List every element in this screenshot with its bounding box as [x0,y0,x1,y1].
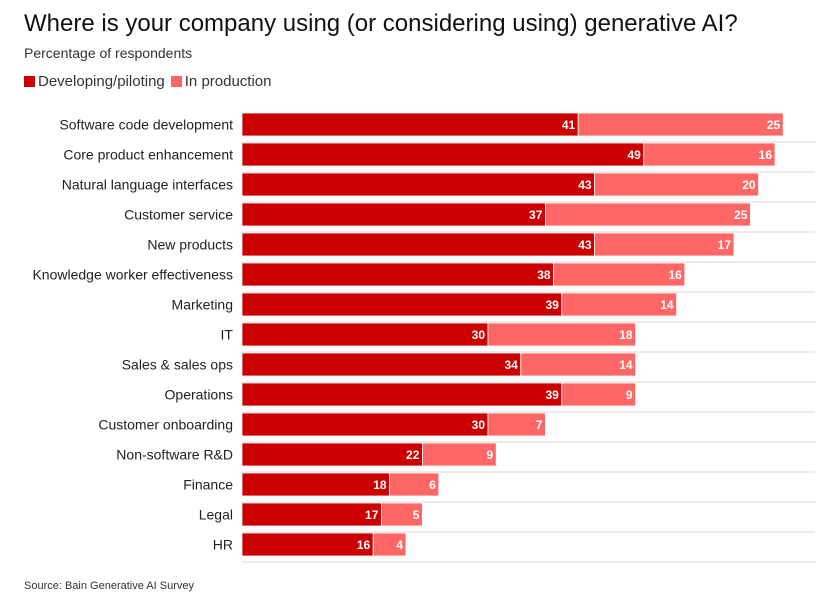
bar-developing [241,382,563,407]
bar-developing [241,232,596,257]
legend-swatch-production [170,76,182,87]
bar-developing [241,112,579,137]
legend-label-developing: Developing/piloting [38,73,165,90]
bar-production [545,202,751,227]
data-label-production: 17 [718,238,732,252]
data-label-developing: 43 [578,178,592,192]
data-label-production: 9 [626,388,633,402]
data-label-production: 16 [668,268,682,282]
category-label: Knowledge worker effectiveness [32,267,233,283]
chart-subtitle: Percentage of respondents [24,45,193,61]
bar-production [520,352,636,377]
bar-production [561,382,636,407]
bar-developing [241,532,374,557]
data-label-production: 14 [660,298,674,312]
bar-production [577,112,784,137]
bar-developing [241,322,489,347]
category-label: Operations [165,387,233,403]
bar-developing [241,142,645,167]
category-label: Legal [199,507,233,523]
data-label-developing: 34 [504,358,518,372]
chart-legend: Developing/piloting In production [24,73,278,90]
category-label: Natural language interfaces [62,177,233,193]
category-label: Customer service [124,207,233,223]
chart-title: Where is your company using (or consider… [24,10,738,37]
category-label: Marketing [172,297,233,313]
category-label: HR [213,537,233,553]
data-label-production: 25 [734,208,748,222]
bar-developing [241,412,489,437]
bar-developing [241,442,423,467]
bar-developing [241,292,563,317]
bar-developing [241,502,382,527]
data-label-developing: 17 [365,508,379,522]
bar-developing [241,262,555,287]
category-label: New products [147,237,233,253]
bar-production [594,232,735,257]
bar-production [561,292,677,317]
bar-production [487,322,637,347]
data-label-developing: 22 [406,448,420,462]
bar-production [487,412,546,437]
data-label-production: 9 [487,448,494,462]
bar-developing [241,352,522,377]
bar-production [372,532,407,557]
data-label-developing: 43 [578,238,592,252]
data-label-production: 18 [619,328,633,342]
data-label-developing: 30 [472,328,486,342]
category-label: Non-software R&D [116,447,233,463]
data-label-developing: 39 [545,388,559,402]
legend-swatch-developing [24,76,35,87]
data-label-developing: 30 [472,418,486,432]
bar-developing [241,202,546,227]
data-label-production: 16 [759,148,773,162]
data-label-developing: 16 [357,538,371,552]
data-label-developing: 38 [537,268,551,282]
data-label-developing: 39 [545,298,559,312]
data-label-production: 25 [767,118,781,132]
category-label: Software code development [59,117,233,133]
category-label: Sales & sales ops [122,357,233,373]
category-label: Finance [183,477,233,493]
bar-developing [241,172,596,197]
source-note: Source: Bain Generative AI Survey [24,580,194,592]
legend-label-production: In production [184,73,272,90]
data-label-developing: 37 [529,208,543,222]
legend-item-production: In production [170,73,272,90]
data-label-developing: 41 [562,118,576,132]
data-label-production: 14 [619,358,633,372]
data-label-developing: 49 [627,148,641,162]
data-label-production: 4 [396,538,403,552]
bar-production [643,142,776,167]
category-label: Customer onboarding [98,417,233,433]
data-label-production: 20 [742,178,756,192]
bar-production [389,472,440,497]
bar-production [553,262,686,287]
data-label-developing: 18 [373,478,387,492]
category-label: IT [221,327,234,343]
bar-developing [241,472,391,497]
category-label: Core product enhancement [63,147,233,163]
data-label-production: 6 [429,478,436,492]
bar-production [380,502,423,527]
data-label-production: 7 [536,418,543,432]
legend-item-developing: Developing/piloting [24,73,165,90]
bar-production [594,172,759,197]
data-label-production: 5 [413,508,420,522]
bar-production [421,442,497,467]
bar-chart: Software code development 41 25 Core produc… [32,112,815,563]
